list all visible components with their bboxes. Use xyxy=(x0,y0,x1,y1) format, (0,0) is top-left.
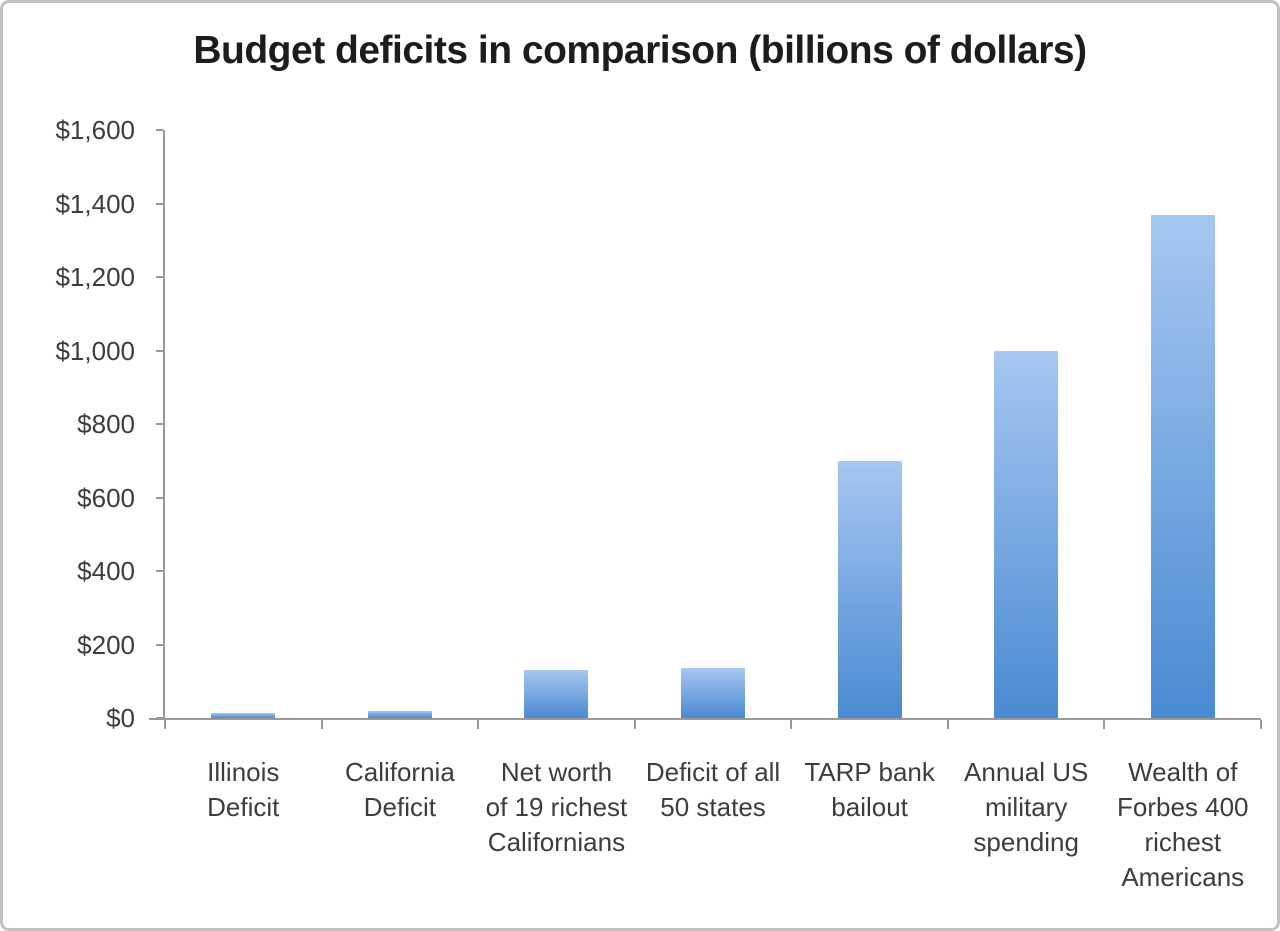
bar-5 xyxy=(837,460,902,718)
bar-6 xyxy=(994,350,1059,718)
y-tick xyxy=(156,202,163,205)
y-tick-label: $1,000 xyxy=(55,335,135,366)
category-label-6: Annual US military spending xyxy=(964,757,1089,857)
category-label-7: Wealth of Forbes 400 richest Americans xyxy=(1116,757,1249,892)
bar-2 xyxy=(367,710,432,718)
x-tick xyxy=(790,720,793,729)
bar-4 xyxy=(681,668,746,718)
y-tick-label: $1,200 xyxy=(55,262,135,292)
bar-3 xyxy=(524,670,589,718)
x-tick xyxy=(1260,720,1262,729)
x-axis xyxy=(149,718,1261,720)
x-tick xyxy=(164,720,166,729)
bar-7 xyxy=(1150,214,1215,718)
category-label-4: Deficit of all 50 states xyxy=(645,757,781,822)
y-axis-labels: $1,600 $1,400 $1,200 $1,000 $800 $600 $400 $200… xyxy=(13,115,135,733)
bar-series xyxy=(165,130,1261,718)
bar-cell xyxy=(791,130,948,718)
y-tick-label: $400 xyxy=(77,556,135,586)
x-tick xyxy=(633,720,636,729)
x-tick xyxy=(1103,720,1106,729)
y-tick-label: $1,400 xyxy=(55,188,135,219)
bar-cell xyxy=(322,130,479,718)
x-tick xyxy=(477,720,480,729)
category-label-5: TARP bank bailout xyxy=(804,757,935,822)
y-tick xyxy=(156,423,163,425)
x-axis-labels: Illinois Deficit California Deficit Net wo… xyxy=(165,755,1261,895)
y-tick xyxy=(156,129,163,131)
y-tick xyxy=(156,643,163,646)
category-label-3: Net worth of 19 richest Californians xyxy=(485,757,628,857)
category-label-2: California Deficit xyxy=(344,757,455,822)
y-tick xyxy=(156,717,163,719)
bar-cell xyxy=(1104,130,1261,718)
plot-area xyxy=(149,129,1262,729)
y-tick xyxy=(156,276,163,278)
y-tick-label: $800 xyxy=(77,409,135,439)
x-tick xyxy=(320,720,323,729)
y-tick xyxy=(156,570,163,572)
y-tick-label: $200 xyxy=(77,629,135,660)
category-label-1: Illinois Deficit xyxy=(207,757,280,822)
y-axis xyxy=(163,130,165,720)
x-tick xyxy=(946,720,949,729)
y-tick-label: $600 xyxy=(77,482,135,513)
y-tick xyxy=(156,496,163,499)
bar-1 xyxy=(211,713,276,718)
y-tick-label: $1,600 xyxy=(55,115,135,145)
bar-cell xyxy=(478,130,635,718)
y-tick xyxy=(156,349,163,352)
bar-cell xyxy=(948,130,1105,718)
bar-cell xyxy=(635,130,792,718)
chart-title: Budget deficits in comparison (billions … xyxy=(193,29,1087,72)
y-tick-label: $0 xyxy=(106,703,135,733)
bar-cell xyxy=(165,130,322,718)
